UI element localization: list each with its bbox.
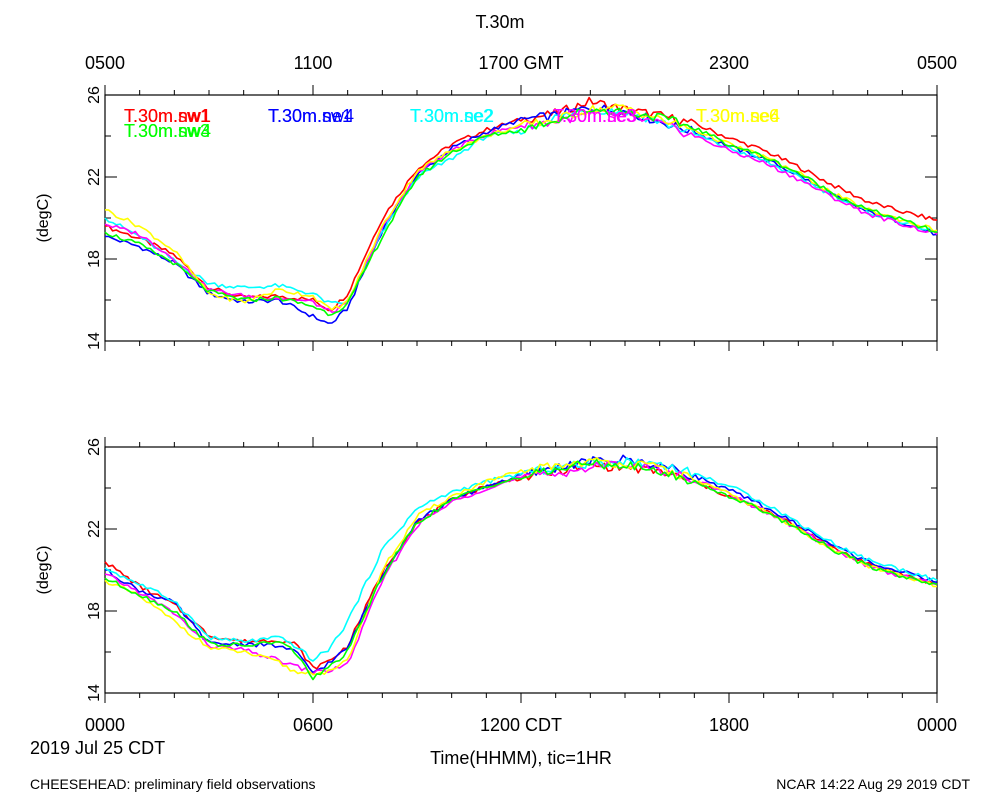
series-line-T.30m.ne2 [104,108,938,305]
series-line-T.30m.ne4 [104,103,938,311]
legend-T.30m.ne2: T.30m.ne2 [410,106,494,126]
footer-right: NCAR 14:22 Aug 29 2019 CDT [776,776,970,792]
y-tick-label: 22 [86,168,103,186]
series-line-T.30m.ne3 [104,109,938,314]
top-axis-label: 1100 [294,53,333,73]
top-axis-label: 0500 [917,53,957,73]
legend-T.30m.se3: T.30m.se3 [553,106,636,126]
bottom-axis-label: 0600 [293,715,333,735]
x-axis-label: Time(HHMM), tic=1HR [430,748,612,768]
y-tick-label: 18 [86,250,103,268]
bottom-axis-label: 1800 [709,715,749,735]
y-tick-label: 14 [86,684,103,702]
top-axis-label: 0500 [85,53,125,73]
y-tick-label: 26 [86,438,103,456]
plot-frame [104,446,938,694]
legend-T.30m.sw3: T.30m.sw3 [124,121,210,141]
bottom-axis-label: 0000 [917,715,957,735]
chart-title: T.30m [475,12,525,32]
top-axis-label: 2300 [709,53,749,73]
legend-T.30m.ne1: T.30m.ne1 [268,106,352,126]
bottom-axis-label: 0000 [85,715,125,735]
y-tick-label: 22 [86,520,103,538]
legend-T.30m.nw4: T.30m.nw4 [124,121,211,141]
date-label: 2019 Jul 25 CDT [30,738,166,758]
series-line-T.30m.se6 [104,456,938,676]
footer-left: CHEESEHEAD: preliminary field observatio… [30,776,316,792]
bottom-axis-label: 1200 CDT [480,715,562,735]
series-line-T.30m.ne1 [104,104,938,324]
series-line-T.30m.sw1 [104,461,938,670]
legend-T.30m.ne3: T.30m.ne3 [553,106,637,126]
top-axis-label: 1700 GMT [478,53,563,73]
y-tick-label: 14 [86,332,103,350]
plot-frame [104,94,938,342]
series-line-T.30m.se2 [104,457,938,662]
legend-T.30m.nw1: T.30m.nw1 [124,106,211,126]
series-line-T.30m.nw4 [104,107,938,317]
legend-T.30m.se2: T.30m.se2 [410,106,493,126]
legend-T.30m.sw1: T.30m.sw1 [124,106,210,126]
legend-T.30m.ne4: T.30m.ne4 [696,106,780,126]
legend-T.30m.se6: T.30m.se6 [696,106,779,126]
legend-T.30m.sw4: T.30m.sw4 [268,106,354,126]
y-axis-label: (degC) [35,194,52,243]
y-tick-label: 26 [86,86,103,104]
series-line-T.30m.sw3 [104,458,938,681]
series-line-T.30m.se3 [104,460,938,675]
y-axis-label: (degC) [35,546,52,595]
y-tick-label: 18 [86,602,103,620]
